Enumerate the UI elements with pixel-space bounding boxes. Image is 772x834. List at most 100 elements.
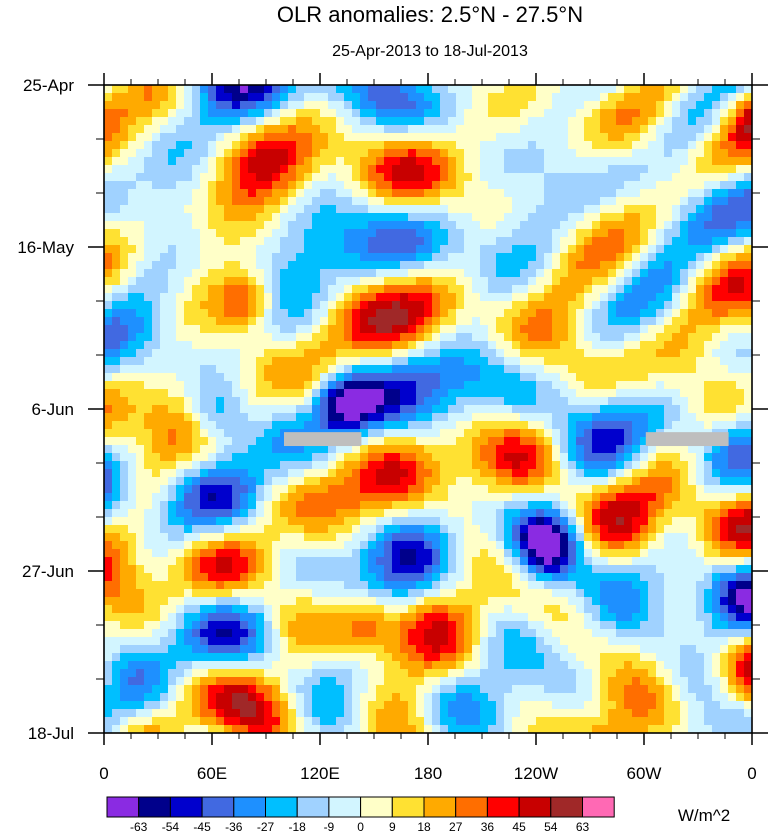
field-cell: [552, 269, 561, 278]
field-cell: [240, 341, 249, 350]
field-cell: [584, 85, 593, 94]
field-cell: [368, 141, 377, 150]
field-cell: [600, 221, 609, 230]
field-cell: [360, 341, 369, 350]
field-cell: [632, 133, 641, 142]
field-cell: [712, 229, 721, 238]
field-cell: [320, 109, 329, 118]
field-cell: [400, 309, 409, 318]
field-cell: [168, 381, 177, 390]
field-cell: [168, 213, 177, 222]
field-cell: [648, 341, 657, 350]
field-cell: [696, 109, 705, 118]
field-cell: [544, 277, 553, 286]
field-cell: [200, 277, 209, 286]
field-cell: [456, 461, 465, 470]
field-cell: [736, 469, 745, 478]
field-cell: [440, 493, 449, 502]
field-cell: [208, 501, 217, 510]
field-cell: [344, 549, 353, 558]
field-cell: [416, 245, 425, 254]
field-cell: [120, 117, 129, 126]
field-cell: [664, 221, 673, 230]
field-cell: [584, 469, 593, 478]
field-cell: [416, 189, 425, 198]
field-cell: [296, 413, 305, 422]
field-cell: [512, 517, 521, 526]
field-cell: [624, 181, 633, 190]
field-cell: [440, 293, 449, 302]
field-cell: [496, 253, 505, 262]
field-cell: [216, 149, 225, 158]
field-cell: [296, 309, 305, 318]
field-cell: [352, 285, 361, 294]
field-cell: [232, 557, 241, 566]
field-cell: [520, 333, 529, 342]
field-cell: [144, 493, 153, 502]
field-cell: [240, 85, 249, 94]
field-cell: [696, 501, 705, 510]
field-cell: [168, 85, 177, 94]
field-cell: [104, 109, 113, 118]
field-cell: [288, 149, 297, 158]
field-cell: [136, 157, 145, 166]
field-cell: [544, 325, 553, 334]
field-cell: [536, 269, 545, 278]
field-cell: [336, 189, 345, 198]
field-cell: [520, 469, 529, 478]
field-cell: [232, 285, 241, 294]
field-cell: [136, 541, 145, 550]
field-cell: [568, 365, 577, 374]
field-cell: [112, 381, 121, 390]
field-cell: [376, 229, 385, 238]
field-cell: [336, 221, 345, 230]
field-cell: [640, 533, 649, 542]
field-cell: [256, 301, 265, 310]
field-cell: [472, 509, 481, 518]
field-cell: [464, 389, 473, 398]
field-cell: [616, 189, 625, 198]
field-cell: [104, 421, 113, 430]
field-cell: [384, 149, 393, 158]
field-cell: [264, 445, 273, 454]
field-cell: [552, 149, 561, 158]
field-cell: [248, 157, 257, 166]
field-cell: [376, 469, 385, 478]
field-cell: [456, 253, 465, 262]
field-cell: [632, 541, 641, 550]
field-cell: [200, 533, 209, 542]
field-cell: [704, 213, 713, 222]
field-cell: [432, 405, 441, 414]
field-cell: [496, 125, 505, 134]
field-cell: [704, 421, 713, 430]
field-cell: [240, 277, 249, 286]
field-cell: [224, 501, 233, 510]
field-cell: [272, 293, 281, 302]
field-cell: [136, 421, 145, 430]
field-cell: [704, 381, 713, 390]
field-cell: [296, 357, 305, 366]
field-cell: [416, 493, 425, 502]
field-cell: [672, 493, 681, 502]
field-cell: [384, 405, 393, 414]
field-cell: [120, 397, 129, 406]
field-cell: [352, 117, 361, 126]
field-cell: [656, 277, 665, 286]
field-cell: [600, 197, 609, 206]
field-cell: [368, 445, 377, 454]
field-cell: [160, 317, 169, 326]
field-cell: [544, 557, 553, 566]
field-cell: [520, 269, 529, 278]
field-cell: [296, 445, 305, 454]
field-cell: [432, 381, 441, 390]
field-cell: [464, 205, 473, 214]
field-cell: [136, 357, 145, 366]
field-cell: [112, 269, 121, 278]
field-cell: [448, 573, 457, 582]
field-cell: [400, 493, 409, 502]
field-cell: [656, 133, 665, 142]
field-cell: [136, 509, 145, 518]
field-cell: [648, 469, 657, 478]
field-cell: [640, 117, 649, 126]
field-cell: [384, 541, 393, 550]
